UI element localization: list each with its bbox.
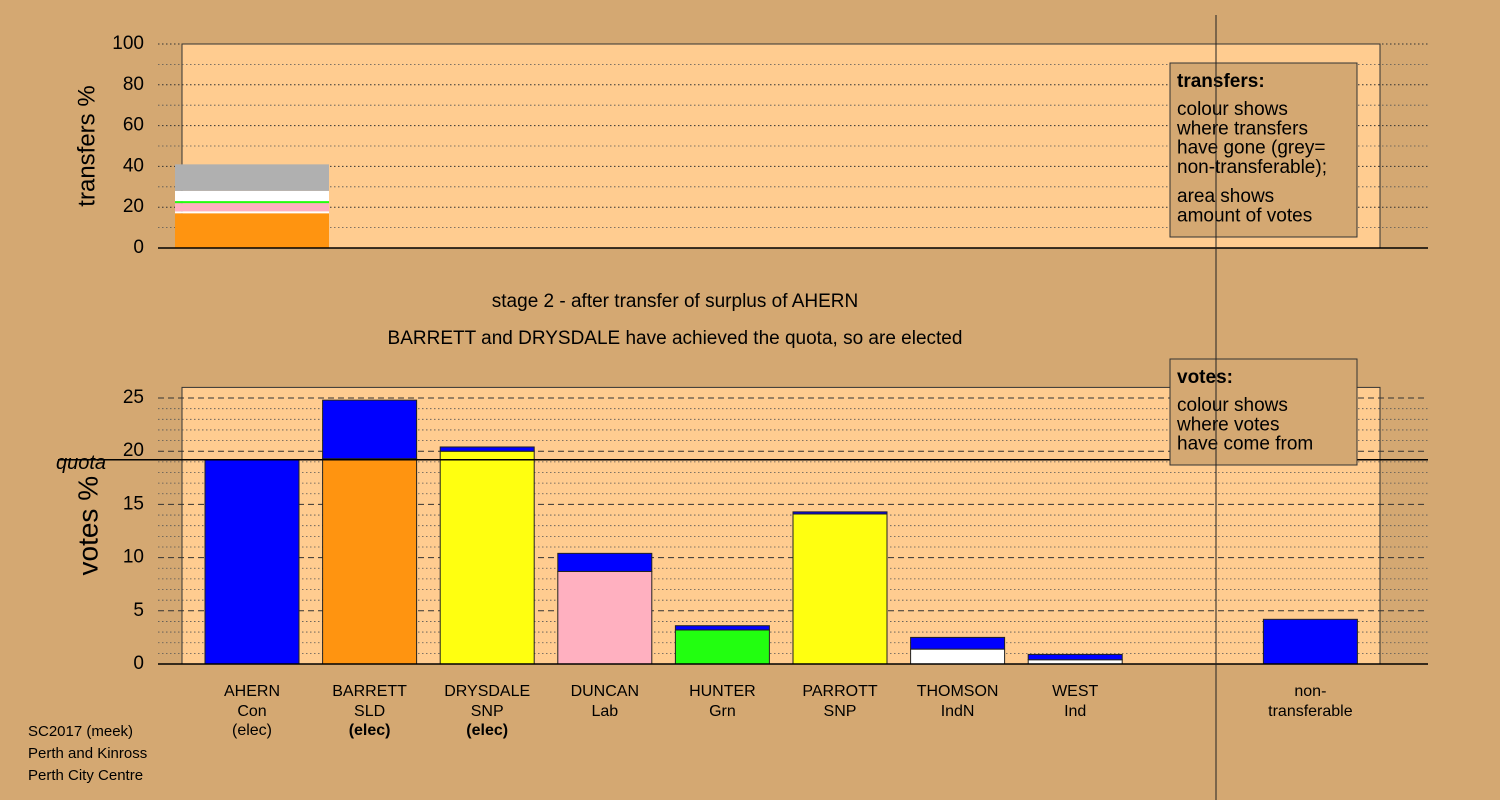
y-tick-label: 100 xyxy=(112,33,144,54)
bar-segment xyxy=(910,648,1006,665)
bar-segment xyxy=(557,552,653,572)
x-tick-label-line: transferable xyxy=(1268,703,1353,720)
party-label: IndN xyxy=(941,703,975,720)
y-tick-label: 25 xyxy=(123,387,144,408)
party-label: SLD xyxy=(354,703,385,720)
y-tick-label: 0 xyxy=(133,237,144,258)
x-tick-label-line: non- xyxy=(1294,683,1326,700)
bar-segment xyxy=(322,399,418,460)
bar-segment xyxy=(1027,653,1123,661)
bar-segment xyxy=(439,446,535,452)
x-tick-label: non-transferable xyxy=(1268,683,1353,720)
y-tick-label: 40 xyxy=(123,155,144,176)
legend-text: have come from xyxy=(1177,434,1313,455)
stage-text: BARRETT and DRYSDALE have achieved the q… xyxy=(388,328,963,349)
bar-segment xyxy=(175,201,329,204)
party-label: SNP xyxy=(824,703,857,720)
footer-text: Perth and Kinross xyxy=(28,745,147,762)
legend-text: amount of votes xyxy=(1177,206,1312,227)
bar-segment xyxy=(322,458,418,665)
y-tick-label: 10 xyxy=(123,547,144,568)
bar-segment xyxy=(557,570,653,665)
y-axis-label: votes % xyxy=(72,476,103,576)
x-tick-label: WEST xyxy=(1052,683,1098,700)
bar-segment xyxy=(175,211,329,214)
x-tick-label: BARRETT xyxy=(332,683,407,700)
bar-segment xyxy=(204,459,300,665)
x-tick-label: HUNTER xyxy=(689,683,756,700)
x-tick-label: DUNCAN xyxy=(571,683,639,700)
legend-text: colour shows xyxy=(1177,395,1288,416)
party-label: Grn xyxy=(709,703,736,720)
y-tick-label: 60 xyxy=(123,115,144,136)
y-tick-label: 5 xyxy=(133,600,144,621)
y-tick-label: 20 xyxy=(123,196,144,217)
y-axis-label: transfers % xyxy=(73,85,100,206)
legend-text: colour shows xyxy=(1177,99,1288,120)
footer-text: Perth City Centre xyxy=(28,767,143,784)
bar-segment xyxy=(674,629,770,665)
legend-text: where votes xyxy=(1176,414,1279,435)
x-tick-label: DRYSDALE xyxy=(444,683,530,700)
party-label: Con xyxy=(237,703,266,720)
bar-segment xyxy=(674,625,770,631)
legend-text: non-transferable); xyxy=(1177,157,1327,178)
legend-text: have gone (grey= xyxy=(1177,138,1325,159)
legend-box xyxy=(1169,358,1358,466)
status-label: (elec) xyxy=(349,722,391,739)
status-label: (elec) xyxy=(466,722,508,739)
legend-title: transfers: xyxy=(1177,71,1265,92)
bar-segment xyxy=(175,164,329,191)
legend-text: where transfers xyxy=(1176,118,1308,139)
status-label: (elec) xyxy=(232,722,272,739)
bar-segment xyxy=(439,450,535,665)
party-label: Ind xyxy=(1064,703,1086,720)
legend-title: votes: xyxy=(1177,367,1233,388)
legend-box xyxy=(1169,62,1358,238)
bar-segment xyxy=(910,636,1006,650)
stage-text: stage 2 - after transfer of surplus of A… xyxy=(492,291,858,312)
party-label: Lab xyxy=(591,703,618,720)
bar-segment xyxy=(1262,618,1358,665)
footer-text: SC2017 (meek) xyxy=(28,723,133,740)
x-tick-label: AHERN xyxy=(224,683,280,700)
legend-text: area shows xyxy=(1177,186,1274,207)
party-label: SNP xyxy=(471,703,504,720)
quota-label: quota xyxy=(56,452,106,474)
bar-segment xyxy=(175,213,329,248)
y-tick-label: 15 xyxy=(123,493,144,514)
y-tick-label: 80 xyxy=(123,74,144,95)
bar-segment xyxy=(792,513,888,665)
x-tick-label: PARROTT xyxy=(802,683,877,700)
y-tick-label: 20 xyxy=(123,440,144,461)
x-tick-label: THOMSON xyxy=(917,683,999,700)
bar-segment xyxy=(175,190,329,202)
bar-segment xyxy=(792,511,888,515)
bar-segment xyxy=(175,203,329,212)
y-tick-label: 0 xyxy=(133,653,144,674)
